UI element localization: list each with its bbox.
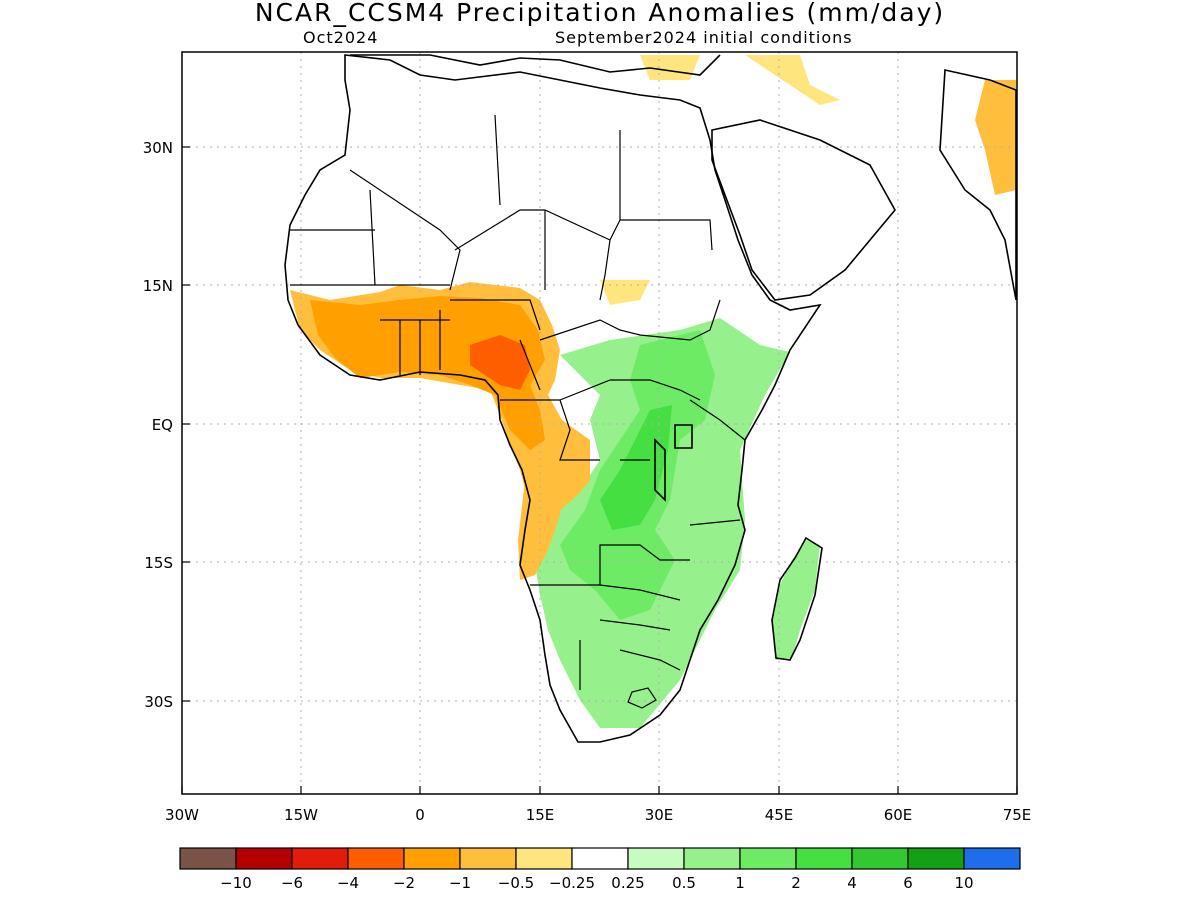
initial-conditions-label: September2024 initial conditions [555, 28, 853, 47]
lat-tick-label: 30N [143, 139, 173, 157]
colorbar-swatch [851, 847, 909, 870]
southern-africa-borders [530, 519, 741, 690]
gridlines [182, 52, 1017, 794]
colorbar-swatch [739, 847, 797, 870]
dry-india [975, 80, 1016, 195]
colorbar-swatch [515, 847, 573, 870]
colorbar-swatch [571, 847, 629, 870]
india-coastline [939, 69, 1017, 301]
lon-tick-label: 45E [765, 806, 794, 824]
colorbar-label: 6 [903, 874, 913, 892]
lesotho [627, 687, 657, 709]
colorbar-label: 10 [954, 874, 973, 892]
lon-tick-label: 30E [645, 806, 674, 824]
wet-madagascar [772, 540, 820, 660]
lon-tick-label: 30W [165, 806, 199, 824]
colorbar-label: −4 [337, 874, 359, 892]
lon-tick-label: 15W [284, 806, 318, 824]
africa-coastline [284, 54, 822, 743]
colorbar-swatch [963, 847, 1021, 870]
central-africa-borders [500, 299, 746, 461]
colorbar-label: −10 [220, 874, 252, 892]
forecast-month: Oct2024 [303, 28, 379, 47]
colorbar-swatch [403, 847, 461, 870]
colorbar-swatch [179, 847, 237, 870]
lon-tick-label: 60E [884, 806, 913, 824]
lake-tanganyika [654, 438, 666, 502]
colorbar-swatch [907, 847, 965, 870]
colorbar-label: −0.5 [498, 874, 534, 892]
madagascar-coastline [771, 536, 823, 661]
wet-region-max [600, 405, 672, 530]
colorbar-swatch [795, 847, 853, 870]
colorbar-swatch [627, 847, 685, 870]
country-borders [290, 114, 746, 709]
lake-victoria [674, 424, 693, 449]
lon-tick-label: 15E [526, 806, 555, 824]
colorbar-label: −1 [449, 874, 471, 892]
colorbar-swatch [347, 847, 405, 870]
lon-tick-label: 75E [1003, 806, 1032, 824]
anomaly-shading [290, 55, 1016, 728]
lat-tick-label: 15N [143, 277, 173, 295]
colorbar-label: 4 [847, 874, 857, 892]
colorbar-swatch [291, 847, 349, 870]
dry-nigeria-max [470, 335, 530, 390]
colorbar-label: 1 [735, 874, 745, 892]
latitude-ticks: 30N 15N EQ 15S 30S [143, 139, 190, 711]
sahara-borders [290, 114, 713, 301]
dry-sudan [600, 280, 650, 305]
colorbar-label: 0.25 [611, 874, 644, 892]
colorbar-labels: −10 −6 −4 −2 −1 −0.5 −0.25 0.25 0.5 1 2 4 6 10 [220, 874, 973, 892]
colorbar-label: −6 [281, 874, 303, 892]
map-frame [181, 51, 1018, 795]
colorbar-label: −2 [393, 874, 415, 892]
lat-tick-label: 30S [144, 693, 173, 711]
lat-tick-label: 15S [144, 554, 173, 572]
colorbar-label: 0.5 [672, 874, 696, 892]
colorbar [179, 847, 1021, 870]
colorbar-label: −0.25 [549, 874, 595, 892]
coastlines [284, 54, 1017, 743]
dry-arabia [745, 55, 840, 105]
colorbar-label: 2 [791, 874, 801, 892]
chart-title: NCAR_CCSM4 Precipitation Anomalies (mm/d… [254, 0, 946, 27]
colorbar-swatch [683, 847, 741, 870]
dry-med [640, 55, 700, 80]
lon-tick-label: 0 [415, 806, 425, 824]
longitude-ticks: 30W 15W 0 15E 30E 45E 60E 75E [165, 786, 1031, 824]
wet-region-central-east [532, 318, 790, 728]
colorbar-swatch [459, 847, 517, 870]
arabia-coastline [711, 119, 896, 301]
colorbar-swatch [235, 847, 293, 870]
europe-coastline [350, 54, 721, 76]
lat-tick-label: EQ [152, 416, 173, 434]
west-africa-borders [290, 284, 541, 391]
